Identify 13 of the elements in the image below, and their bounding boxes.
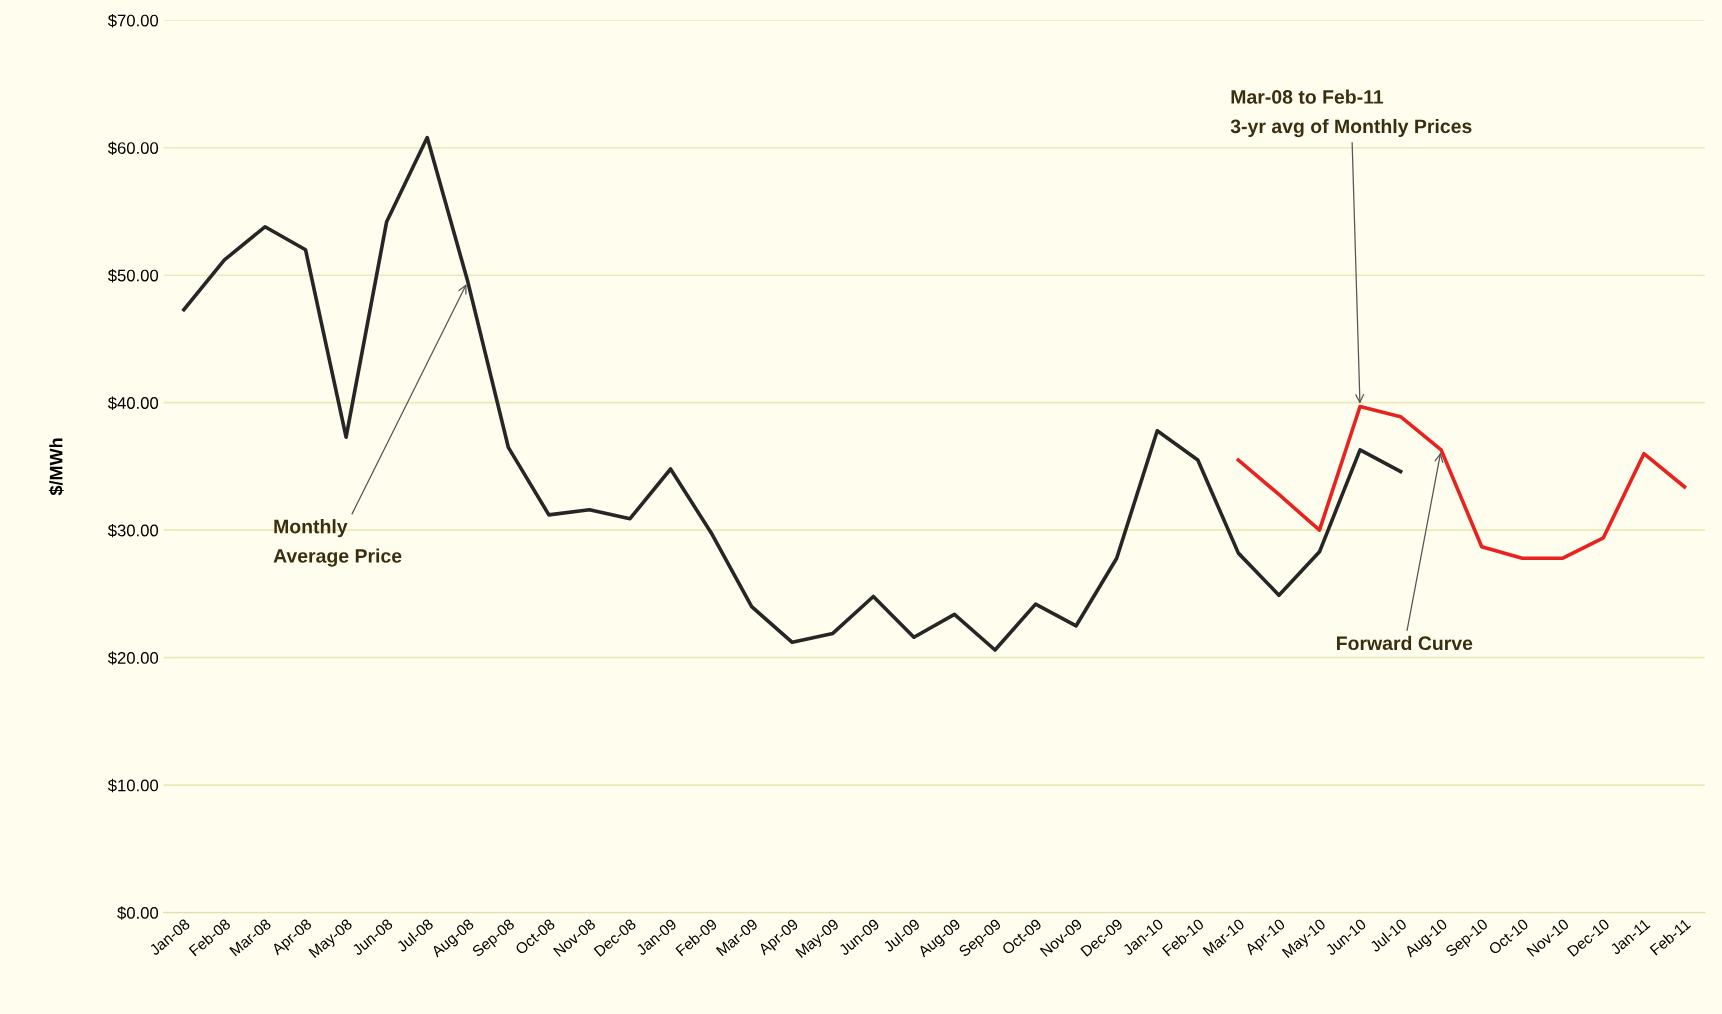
y-tick-label: $40.00 (107, 396, 159, 410)
annotation: Mar-08 to Feb-11 3-yr avg of Monthly Prices (1230, 89, 1472, 138)
annotation: Forward Curve (1337, 635, 1473, 651)
line-series (1236, 404, 1687, 561)
annotation: Monthly Average Price (273, 519, 402, 567)
y-axis-title: $/MWh (48, 438, 64, 496)
y-tick-label: $70.00 (107, 13, 159, 28)
y-tick-label: $30.00 (107, 523, 159, 538)
y-tick-label: $60.00 (107, 141, 159, 155)
y-tick-label: $50.00 (107, 268, 159, 283)
y-tick-label: $0.00 (117, 906, 159, 920)
y-tick-label: $10.00 (107, 778, 159, 793)
y-tick-label: $20.00 (107, 651, 159, 665)
